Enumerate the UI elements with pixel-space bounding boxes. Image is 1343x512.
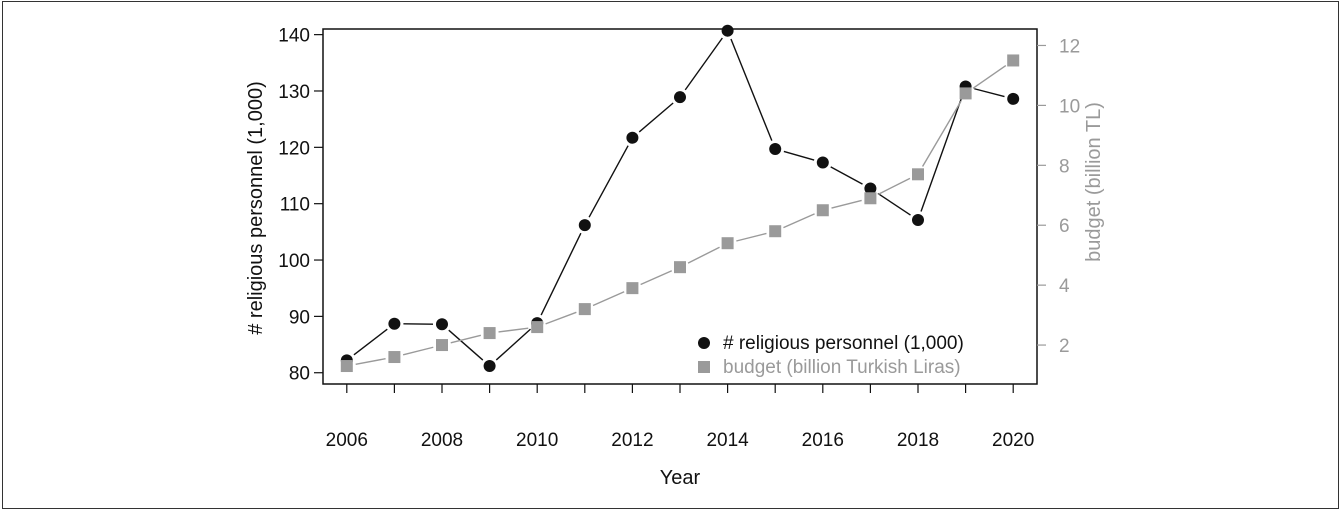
series-personnel	[340, 24, 1020, 372]
x-tick-label: 2016	[802, 430, 844, 451]
y-left-tick-label: 130	[278, 82, 310, 103]
x-axis-title: Year	[660, 467, 701, 489]
series-line-segment	[355, 358, 386, 366]
series-line-segment	[736, 232, 767, 242]
x-tick-label: 2012	[611, 430, 653, 451]
x-axis: 2006 2008 2010 2012 2014 2016 2018 2020	[326, 384, 1034, 451]
data-point	[1007, 92, 1020, 105]
y-right-tick-label: 8	[1059, 156, 1070, 177]
series-line-segment	[783, 213, 815, 229]
legend: # religious personnel (1,000) budget (bil…	[698, 333, 964, 378]
data-point	[388, 351, 401, 364]
series-line-segment	[495, 328, 531, 361]
legend-marker-circle	[698, 337, 710, 349]
series-line-segment	[684, 37, 723, 91]
series-line-segment	[831, 199, 862, 209]
legend-marker-square	[698, 361, 710, 373]
data-point	[578, 303, 591, 316]
data-point	[959, 87, 972, 100]
data-point	[721, 24, 734, 37]
data-point	[769, 143, 782, 156]
series-line-segment	[783, 150, 815, 161]
y-axis-left-title: # religious personnel (1,000)	[245, 81, 267, 335]
data-point	[1007, 54, 1020, 67]
x-tick-label: 2018	[897, 430, 939, 451]
series-line-segment	[588, 145, 629, 218]
data-point	[388, 317, 401, 330]
series-line-segment	[974, 88, 1005, 98]
y-right-tick-label: 10	[1059, 96, 1080, 117]
series-line-segment	[830, 166, 863, 185]
series-line-segment	[920, 94, 964, 212]
data-point	[674, 91, 686, 104]
series-line-segment	[972, 65, 1007, 89]
y-left-tick-label: 100	[278, 251, 310, 272]
series-line-segment	[877, 192, 911, 216]
series-line-segment	[730, 38, 773, 141]
x-tick-label: 2006	[326, 430, 368, 451]
data-point	[531, 321, 544, 334]
data-point	[436, 318, 448, 331]
y-left-tick-label: 140	[278, 26, 310, 47]
series-line-segment	[640, 270, 673, 286]
data-point	[436, 339, 448, 352]
series-line-segment	[687, 246, 720, 264]
data-point	[912, 168, 924, 181]
series-layer	[340, 24, 1020, 373]
data-point	[816, 156, 829, 169]
legend-label: # religious personnel (1,000)	[723, 333, 964, 354]
data-point	[483, 359, 496, 372]
data-point	[721, 237, 734, 250]
legend-label: budget (billion Turkish Liras)	[723, 357, 961, 378]
y-right-tick-label: 12	[1059, 36, 1080, 57]
series-budget	[340, 54, 1020, 373]
data-point	[769, 225, 782, 238]
series-line-segment	[592, 291, 625, 307]
data-point	[816, 204, 829, 217]
data-point	[674, 261, 686, 274]
y-right-tick-label: 2	[1059, 336, 1070, 357]
series-line-segment	[498, 327, 529, 333]
series-line-segment	[638, 102, 674, 133]
y-axis-right-title: budget (billion TL)	[1083, 102, 1105, 262]
x-tick-label: 2010	[516, 430, 558, 451]
series-line-segment	[353, 328, 388, 356]
series-line-segment	[545, 311, 577, 325]
series-line-segment	[448, 329, 484, 361]
data-point	[483, 327, 496, 340]
x-tick-label: 2014	[706, 430, 749, 451]
y-right-tick-label: 6	[1059, 216, 1070, 237]
x-tick-label: 2008	[421, 430, 463, 451]
data-point	[912, 214, 924, 227]
x-tick-label: 2020	[992, 430, 1034, 451]
plot-area-border	[322, 28, 1038, 385]
series-line-segment	[921, 100, 962, 167]
series-line-segment	[402, 346, 434, 356]
y-left-tick-label: 120	[278, 138, 310, 159]
series-line-segment	[450, 334, 482, 344]
data-point	[578, 219, 591, 232]
y-left-tick-label: 90	[289, 307, 310, 328]
data-point	[626, 131, 639, 144]
y-left-tick-label: 110	[280, 195, 310, 216]
y-right-tick-label: 4	[1059, 276, 1070, 297]
data-point	[864, 192, 877, 205]
data-point	[626, 282, 639, 295]
y-axis-right: 2 4 6 8 10 12	[1037, 36, 1080, 357]
y-axis-left: 80 90 100 110 120 130 140	[278, 26, 323, 385]
series-line-segment	[878, 177, 911, 195]
data-point	[340, 360, 353, 373]
data-point	[864, 182, 877, 195]
series-line-segment	[540, 232, 582, 316]
y-left-tick-label: 80	[289, 364, 310, 385]
